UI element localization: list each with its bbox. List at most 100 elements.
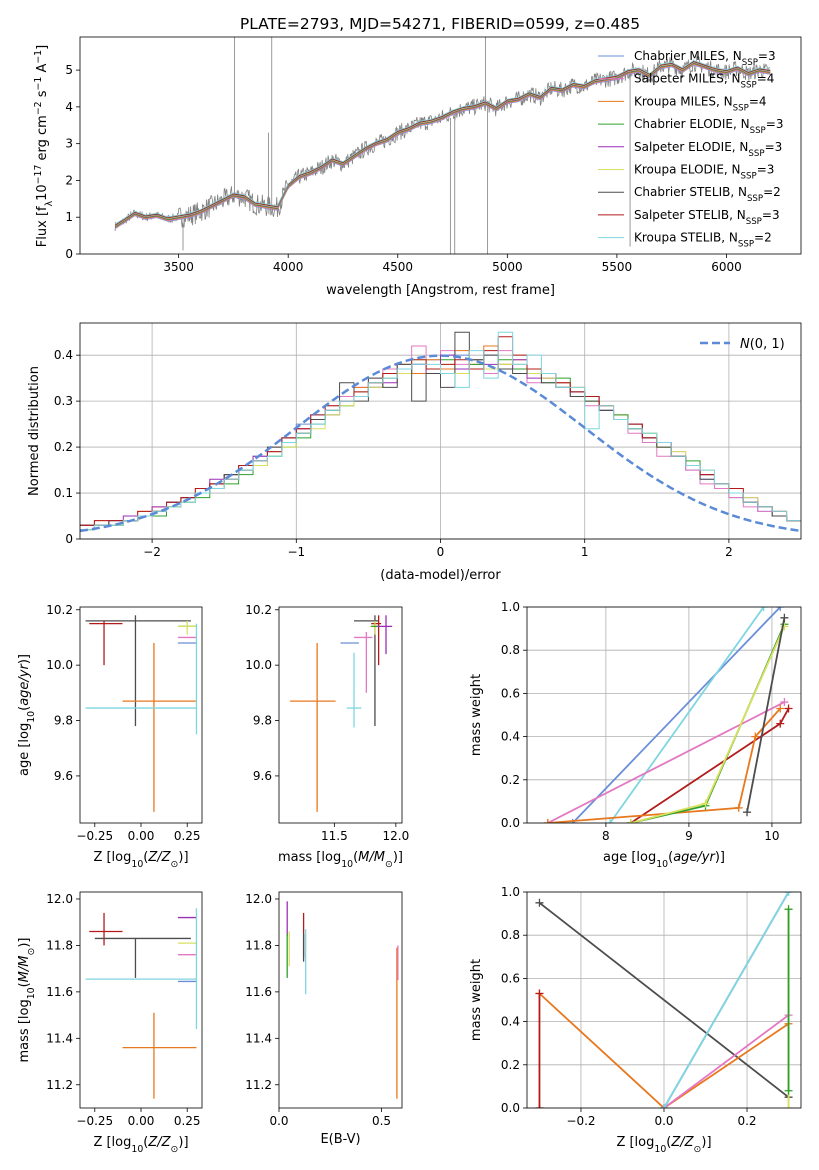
y-axis-label: Flux [fλ10−17 erg cm−2 s−1 A−1] <box>33 45 55 247</box>
normal-curve <box>80 354 801 533</box>
weight-marker <box>543 819 552 823</box>
weight-marker <box>780 698 789 707</box>
y-tick-label: 0.2 <box>501 1058 520 1072</box>
y-tick-label: 0.1 <box>54 486 73 500</box>
y-tick-label: 10.2 <box>245 603 272 617</box>
y-tick-label: 0 <box>65 532 73 546</box>
y-tick-label: 9.8 <box>253 714 272 728</box>
x-tick-label: 0.00 <box>128 829 155 843</box>
axes-frame <box>278 606 403 824</box>
x-axis-label: mass [log10(M/M⊙)] <box>278 850 403 870</box>
weight-line-kroupa-stelib <box>663 892 790 1108</box>
weight-marker <box>535 989 544 998</box>
legend-label: Chabrier ELODIE, NSSP=3 <box>634 117 783 136</box>
weight-marker <box>780 622 789 631</box>
x-axis-label: wavelength [Angstrom, rest frame] <box>326 283 555 298</box>
y-tick-label: 11.8 <box>46 938 73 952</box>
legend: Chabrier MILES, NSSP=3 Salpeter MILES, NS… <box>598 49 783 250</box>
weight-marker <box>784 704 793 713</box>
legend-label: Kroupa MILES, NSSP=4 <box>634 94 767 113</box>
y-tick-label: 11.8 <box>245 938 272 952</box>
weight-line-kroupa-stelib <box>609 607 765 823</box>
legend-label: Chabrier STELIB, NSSP=2 <box>634 185 781 204</box>
x-axis-label: age [log10(age/yr)] <box>603 850 725 870</box>
y-tick-label: 10.2 <box>46 603 73 617</box>
y-tick-label: 11.6 <box>245 985 272 999</box>
y-tick-label: 0 <box>65 247 73 261</box>
plot-area <box>85 615 198 812</box>
y-tick-label: 1.0 <box>501 600 520 614</box>
y-tick-label: 12.0 <box>46 892 73 906</box>
plot-area <box>85 908 198 1099</box>
y-tick-label: 4 <box>65 100 73 114</box>
x-tick-label: 0.0 <box>654 1114 673 1128</box>
weight-line-salpeter-miles <box>663 1014 790 1108</box>
weight-line-chabrier-stelib <box>746 617 786 813</box>
x-tick-label: 0.5 <box>372 1114 391 1128</box>
y-tick-label: 0.6 <box>501 971 520 985</box>
weight-marker <box>776 607 785 611</box>
legend-label: Salpeter MILES, NSSP=4 <box>634 72 774 91</box>
x-axis-label: Z [log10(Z/Z⊙)] <box>93 850 188 870</box>
weight-marker <box>759 607 768 611</box>
y-tick-label: 11.2 <box>46 1078 73 1092</box>
plot-area <box>80 331 801 533</box>
plot-area <box>535 892 793 1108</box>
y-tick-label: 0.4 <box>501 1015 520 1029</box>
legend-label: Chabrier MILES, NSSP=3 <box>634 49 776 68</box>
chart-weight_vs_Z: −0.2 0.0 0.2 0.0 0.2 0.4 0.6 0.8 1.0 Z [log10(Z/Z… <box>469 885 802 1155</box>
weight-marker <box>784 892 793 896</box>
y-tick-label: 0.2 <box>54 440 73 454</box>
x-tick-label: 5000 <box>492 260 523 274</box>
y-tick-label: 0.2 <box>501 773 520 787</box>
y-tick-label: 9.8 <box>54 714 73 728</box>
weight-marker <box>780 613 789 622</box>
chart-spectrum: 3500 4000 4500 5000 5500 6000 0 1 2 3 4 5 Chabrier M… <box>33 36 802 298</box>
x-tick-label: 0.00 <box>128 1114 155 1128</box>
y-tick-label: 10.0 <box>46 658 73 672</box>
weight-marker <box>535 898 544 907</box>
x-tick-label: 12.0 <box>382 829 409 843</box>
weight-marker <box>660 1104 668 1108</box>
y-tick-label: 5 <box>65 63 73 77</box>
plot-area <box>290 615 393 812</box>
plot-area <box>286 901 399 1099</box>
x-tick-label: 3500 <box>163 260 194 274</box>
x-tick-label: 4000 <box>273 260 304 274</box>
y-tick-label: 0.8 <box>501 643 520 657</box>
y-tick-label: 11.4 <box>46 1031 73 1045</box>
weight-marker <box>734 803 743 812</box>
x-tick-label: 0.2 <box>737 1114 756 1128</box>
plot-area <box>543 607 793 823</box>
weight-marker <box>751 732 760 741</box>
x-tick-label: −0.25 <box>76 1114 113 1128</box>
x-tick-label: 11.5 <box>321 829 348 843</box>
x-axis-label: Z [log10(Z/Z⊙)] <box>93 1135 188 1155</box>
legend-label: N(0, 1) <box>740 337 785 352</box>
axes-frame <box>79 36 802 255</box>
weight-line-kroupa-elodie <box>630 626 786 823</box>
legend-label: Salpeter ELODIE, NSSP=3 <box>634 140 782 159</box>
chart-weight_vs_age: 8 9 10 0.0 0.2 0.4 0.6 0.8 1.0 age [log10(age/yr)… <box>469 600 802 870</box>
weight-line-kroupa-miles <box>538 992 790 1108</box>
chart-mass_vs_Z: −0.25 0.00 0.25 11.2 11.4 11.6 11.8 12.0 Z [log1… <box>17 891 203 1155</box>
weight-marker <box>784 905 793 914</box>
figure-title: PLATE=2793, MJD=54271, FIBERID=0599, z=0… <box>240 15 640 33</box>
weight-marker <box>784 1086 793 1095</box>
y-tick-label: 9.6 <box>253 769 272 783</box>
x-tick-label: −2 <box>143 545 161 559</box>
x-axis-label: Z [log10(Z/Z⊙)] <box>616 1135 711 1155</box>
chart-age_vs_Z: −0.25 0.00 0.25 9.6 9.8 10.0 10.2 Z [log10(Z/Z⊙… <box>17 603 203 870</box>
x-tick-label: −1 <box>287 545 305 559</box>
x-tick-label: 8 <box>602 829 610 843</box>
x-tick-label: 5500 <box>602 260 633 274</box>
axes-frame <box>79 606 203 824</box>
y-axis-label: age [log10(age/yr)] <box>17 654 37 776</box>
x-tick-label: 0.25 <box>174 829 201 843</box>
y-tick-label: 0.0 <box>501 1101 520 1115</box>
x-tick-label: 10 <box>764 829 779 843</box>
y-tick-label: 0.0 <box>501 816 520 830</box>
x-tick-label: 0.0 <box>269 1114 288 1128</box>
weight-marker <box>535 1104 544 1108</box>
